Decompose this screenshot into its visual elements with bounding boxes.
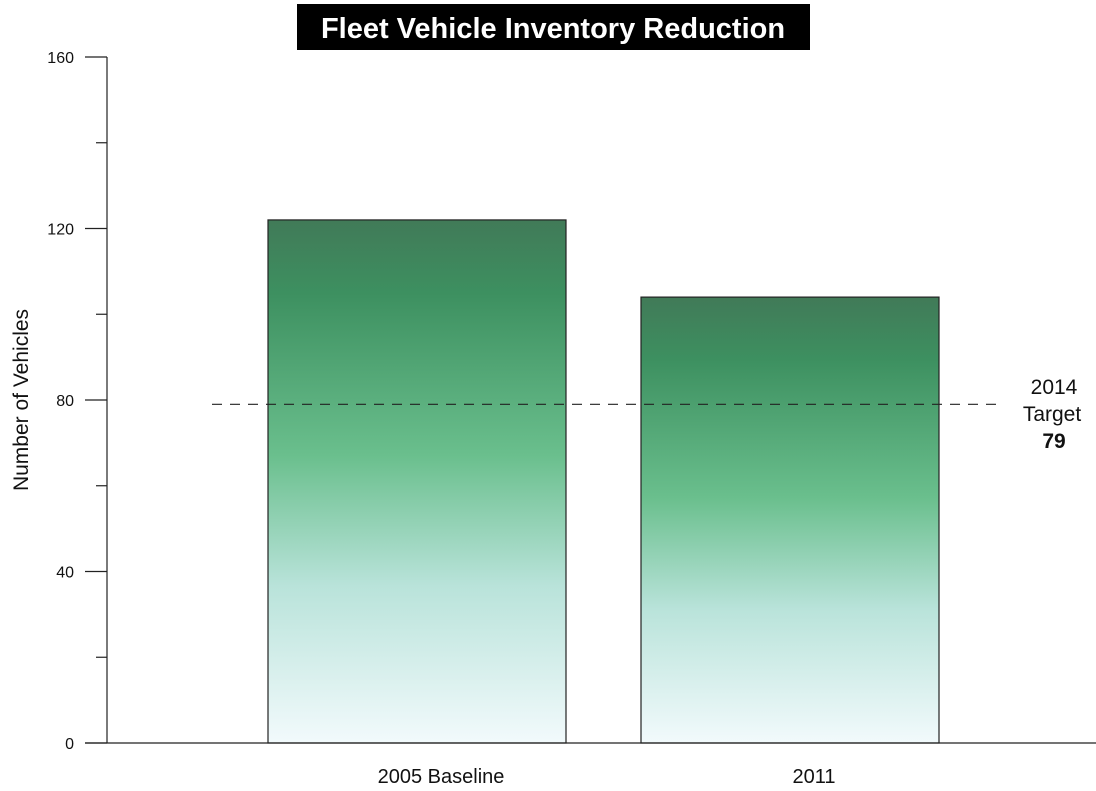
target-label-word: Target [1023,403,1082,426]
x-tick-label: 2011 [792,766,835,788]
x-tick-label: 2005 Baseline [378,766,505,788]
target-label-year: 2014 [1031,376,1078,399]
y-tick-label: 160 [47,50,74,67]
bars-layer [267,219,940,744]
y-axis: 0 40 80 120 160 [47,50,108,753]
target-line-group: 2014 Target 79 [212,376,1081,453]
target-value-label: 79 [1042,430,1065,453]
y-tick-label: 80 [56,393,74,410]
y-axis-label: Number of Vehicles [10,309,33,491]
chart-title: Fleet Vehicle Inventory Reduction [321,13,785,45]
chart-title-background [297,4,810,50]
y-tick-label: 120 [47,222,74,239]
bar-2011 [640,296,940,744]
y-tick-label: 40 [56,565,74,582]
x-axis: 2005 Baseline 2011 [85,742,1096,788]
y-tick-label: 0 [65,736,74,753]
bar-2005-baseline [267,219,567,744]
